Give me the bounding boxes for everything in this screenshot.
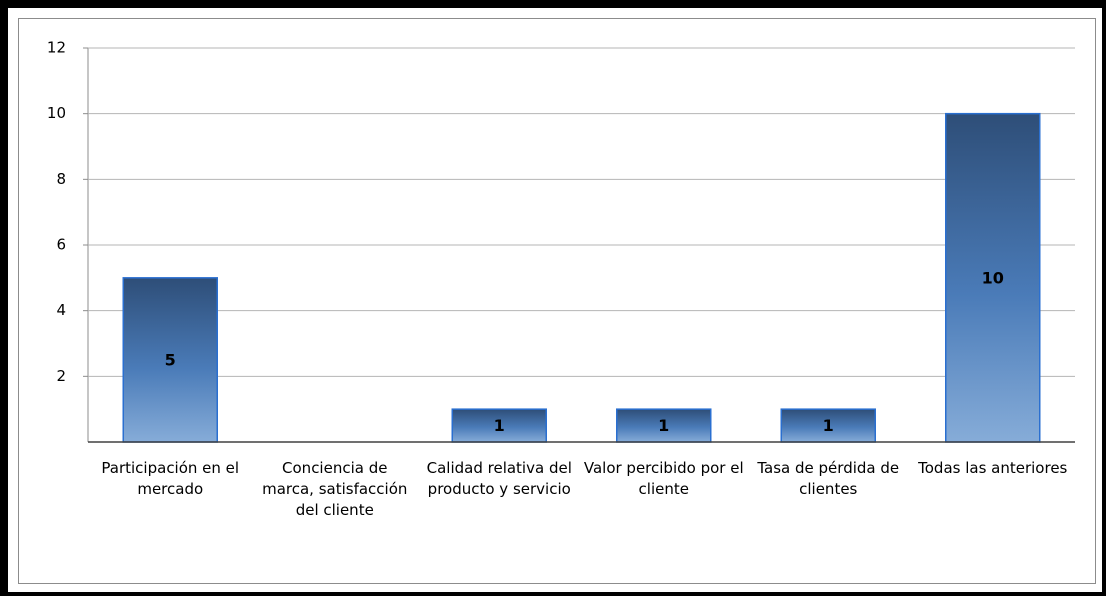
y-tick-label: 10 bbox=[47, 104, 66, 122]
value-label: 10 bbox=[982, 268, 1004, 287]
bar bbox=[616, 408, 712, 443]
x-tick-label: Valor percibido por el cliente bbox=[583, 459, 744, 498]
x-tick-label: Participación en el mercado bbox=[101, 459, 240, 498]
bar bbox=[945, 112, 1041, 443]
x-tick-label: Tasa de pérdida de clientes bbox=[757, 459, 900, 498]
value-label: 1 bbox=[658, 416, 669, 435]
x-tick-label: Todas las anteriores bbox=[918, 459, 1068, 477]
y-tick-label: 2 bbox=[56, 367, 66, 385]
y-tick-label: 6 bbox=[56, 236, 66, 254]
bar bbox=[780, 408, 876, 443]
value-label: 5 bbox=[165, 350, 176, 369]
y-tick-label: 8 bbox=[56, 170, 66, 188]
value-label: 1 bbox=[494, 416, 505, 435]
y-tick-label: 12 bbox=[47, 39, 66, 57]
y-tick-label: 4 bbox=[56, 301, 66, 319]
value-label: 1 bbox=[823, 416, 834, 435]
x-tick-label: Conciencia de marca, satisfacción del cl… bbox=[262, 459, 408, 519]
chart-border bbox=[18, 18, 1096, 584]
x-tick-label: Calidad relativa del producto y servicio bbox=[426, 459, 572, 498]
